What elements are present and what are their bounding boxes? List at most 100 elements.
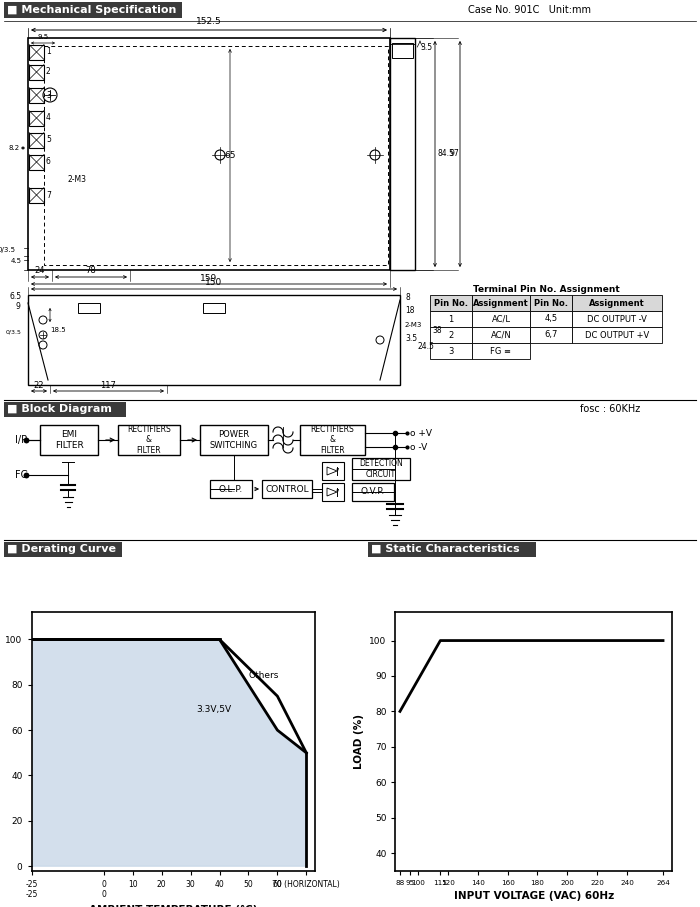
Text: 152.5: 152.5 bbox=[196, 17, 222, 26]
Text: 3: 3 bbox=[448, 346, 454, 356]
Bar bbox=[29, 64, 44, 80]
Text: 7: 7 bbox=[46, 190, 51, 200]
Text: 3.3V,5V: 3.3V,5V bbox=[197, 705, 232, 714]
Bar bbox=[262, 480, 312, 498]
Text: Terminal Pin No. Assignment: Terminal Pin No. Assignment bbox=[473, 286, 620, 295]
Text: 38: 38 bbox=[432, 326, 442, 335]
Text: 9.5: 9.5 bbox=[37, 34, 48, 40]
Text: 2-M3: 2-M3 bbox=[405, 322, 422, 328]
Circle shape bbox=[39, 341, 47, 349]
Bar bbox=[118, 425, 180, 455]
Bar bbox=[322, 462, 344, 480]
Text: 24: 24 bbox=[35, 266, 46, 275]
Bar bbox=[530, 295, 572, 311]
Text: ■ Block Diagram: ■ Block Diagram bbox=[7, 404, 112, 414]
Text: 6: 6 bbox=[46, 158, 51, 167]
Text: I/P: I/P bbox=[15, 435, 27, 445]
Text: Assignment: Assignment bbox=[589, 298, 645, 307]
Text: 3.5: 3.5 bbox=[405, 334, 417, 343]
Text: 3: 3 bbox=[46, 91, 51, 100]
Text: 5: 5 bbox=[46, 135, 51, 144]
Text: ■ Derating Curve: ■ Derating Curve bbox=[7, 544, 116, 554]
X-axis label: INPUT VOLTAGE (VAC) 60Hz: INPUT VOLTAGE (VAC) 60Hz bbox=[454, 892, 614, 902]
X-axis label: AMBIENT TEMPERATURE (°C): AMBIENT TEMPERATURE (°C) bbox=[89, 904, 258, 907]
Bar bbox=[530, 327, 572, 343]
Bar bbox=[29, 188, 44, 202]
Circle shape bbox=[43, 88, 57, 102]
Text: DC OUTPUT +V: DC OUTPUT +V bbox=[585, 330, 649, 339]
Bar bbox=[300, 425, 365, 455]
Text: 4,5: 4,5 bbox=[545, 315, 558, 324]
Text: 8: 8 bbox=[405, 293, 409, 302]
Bar bbox=[352, 483, 394, 501]
Text: 97: 97 bbox=[450, 150, 460, 159]
Text: 2-M3: 2-M3 bbox=[68, 175, 87, 184]
Text: Assignment: Assignment bbox=[473, 298, 529, 307]
Text: POWER
SWITCHING: POWER SWITCHING bbox=[210, 430, 258, 450]
Text: 0/3.5: 0/3.5 bbox=[0, 247, 15, 253]
Bar bbox=[430, 343, 472, 359]
Text: 84.5: 84.5 bbox=[437, 150, 454, 159]
Text: 6,7: 6,7 bbox=[545, 330, 558, 339]
Bar bbox=[390, 38, 415, 270]
Text: CONTROL: CONTROL bbox=[265, 484, 309, 493]
Bar bbox=[430, 311, 472, 327]
Text: ■ Static Characteristics: ■ Static Characteristics bbox=[371, 544, 519, 554]
Circle shape bbox=[376, 336, 384, 344]
Text: 0/3.5: 0/3.5 bbox=[6, 329, 22, 334]
Bar bbox=[572, 327, 662, 343]
Bar bbox=[430, 295, 472, 311]
Bar bbox=[572, 295, 662, 311]
Bar bbox=[430, 327, 472, 343]
Text: 159: 159 bbox=[200, 274, 218, 283]
Text: 117: 117 bbox=[100, 381, 116, 390]
Text: DETECTION
CIRCUIT: DETECTION CIRCUIT bbox=[359, 459, 403, 479]
Bar bbox=[472, 343, 530, 359]
Text: 6.5: 6.5 bbox=[10, 292, 22, 301]
Text: 1: 1 bbox=[46, 47, 50, 56]
Y-axis label: LOAD (%): LOAD (%) bbox=[354, 714, 364, 769]
Bar bbox=[322, 483, 344, 501]
Bar bbox=[4, 2, 182, 18]
Text: 78: 78 bbox=[85, 266, 97, 275]
Bar bbox=[530, 311, 572, 327]
Text: 24.5: 24.5 bbox=[418, 342, 435, 351]
Bar bbox=[4, 542, 122, 557]
Text: ■ Mechanical Specification: ■ Mechanical Specification bbox=[7, 5, 176, 15]
Bar bbox=[4, 402, 126, 417]
Text: AC/N: AC/N bbox=[491, 330, 512, 339]
Text: AC/L: AC/L bbox=[491, 315, 510, 324]
Text: 65: 65 bbox=[224, 151, 236, 160]
Text: Pin No.: Pin No. bbox=[434, 298, 468, 307]
Circle shape bbox=[215, 150, 225, 160]
Bar bbox=[29, 44, 44, 60]
Text: Pin No.: Pin No. bbox=[534, 298, 568, 307]
Polygon shape bbox=[32, 639, 307, 866]
Bar bbox=[40, 425, 98, 455]
Text: 8.2: 8.2 bbox=[8, 145, 20, 151]
Text: 9: 9 bbox=[16, 302, 21, 311]
Bar bbox=[392, 43, 413, 58]
Text: 2: 2 bbox=[46, 67, 50, 76]
Text: 18.5: 18.5 bbox=[50, 327, 66, 333]
Bar bbox=[572, 311, 662, 327]
Text: DC OUTPUT -V: DC OUTPUT -V bbox=[587, 315, 647, 324]
Circle shape bbox=[370, 150, 380, 160]
Text: 4.5: 4.5 bbox=[10, 258, 22, 264]
Text: o +V: o +V bbox=[410, 428, 432, 437]
Text: 150: 150 bbox=[205, 278, 223, 287]
Text: FG: FG bbox=[15, 470, 28, 480]
Bar bbox=[368, 542, 536, 557]
Bar bbox=[28, 38, 390, 270]
Text: RECTIFIERS
&
FILTER: RECTIFIERS & FILTER bbox=[311, 425, 354, 455]
Text: fosc : 60KHz: fosc : 60KHz bbox=[580, 404, 640, 414]
Bar bbox=[200, 425, 268, 455]
Text: 3.5: 3.5 bbox=[420, 44, 432, 53]
Text: 4: 4 bbox=[46, 113, 51, 122]
Bar bbox=[78, 303, 100, 313]
Text: 22: 22 bbox=[34, 381, 44, 390]
Text: O.L.P.: O.L.P. bbox=[219, 484, 243, 493]
Bar bbox=[29, 132, 44, 148]
Text: O.V.P.: O.V.P. bbox=[361, 487, 385, 496]
Bar bbox=[28, 295, 400, 385]
